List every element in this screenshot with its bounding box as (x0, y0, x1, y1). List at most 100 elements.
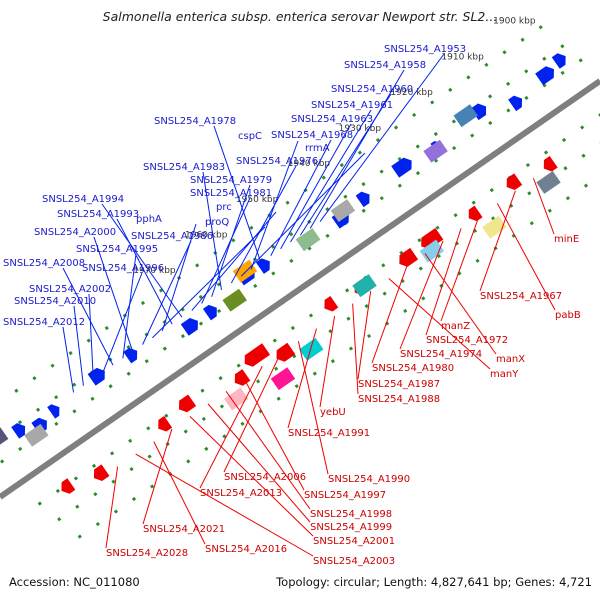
track-tick (415, 144, 420, 149)
gene (180, 317, 198, 336)
track-tick (542, 83, 547, 88)
track-tick (430, 100, 435, 105)
track-tick (321, 175, 326, 180)
track-tick (274, 366, 279, 371)
track-tick (433, 131, 438, 137)
track-tick (162, 346, 167, 351)
gene (535, 66, 554, 86)
track-tick (328, 329, 333, 334)
forward-gene-label: SNSL254_A1996 (82, 263, 164, 274)
forward-gene-label: SNSL254_A1961 (311, 100, 393, 111)
reverse-gene (506, 173, 523, 190)
track-tick (325, 233, 330, 238)
gene (11, 423, 26, 439)
track-tick (348, 346, 354, 351)
gene-block (482, 215, 507, 239)
track-tick (68, 351, 73, 356)
track-tick (563, 166, 568, 171)
gene-block (299, 337, 324, 361)
track-tick (339, 163, 344, 168)
label-leader-line (102, 272, 143, 373)
forward-gene-label: SNSL254_A1958 (344, 60, 426, 71)
reverse-gene-label: SNSL254_A1999 (310, 522, 392, 533)
reverse-gene-label: SNSL254_A1990 (328, 474, 410, 485)
track-tick (222, 434, 227, 439)
label-leader-line (371, 265, 408, 364)
gene (0, 427, 9, 451)
gene (87, 367, 105, 386)
track-tick (91, 463, 97, 468)
gene-block (423, 139, 448, 163)
track-tick (236, 363, 241, 368)
reverse-gene-label: minE (554, 234, 579, 245)
track-tick (583, 183, 589, 188)
track-tick (412, 112, 417, 118)
track-tick (140, 300, 146, 306)
gene-block (224, 387, 249, 411)
gene-block (232, 259, 258, 283)
gene-block (296, 228, 321, 251)
reverse-gene-label: SNSL254_A1988 (358, 394, 440, 405)
accession-text: Accession: NC_011080 (9, 575, 140, 589)
track-tick (578, 58, 583, 63)
gene (202, 304, 217, 321)
forward-gene (551, 53, 566, 69)
label-leader-line (105, 466, 119, 549)
reverse-gene-label: SNSL254_A1974 (400, 349, 482, 360)
gene-block (222, 288, 247, 312)
track-tick (253, 283, 258, 289)
gene (296, 228, 321, 251)
gene (399, 247, 419, 267)
scale-tick-label: 1970 kbp (133, 266, 176, 276)
track-tick (330, 359, 335, 364)
label-leader-line (440, 215, 480, 322)
reverse-gene (178, 394, 197, 413)
forward-gene-label: SNSL254_A1994 (42, 194, 124, 205)
reverse-gene-label: manZ (441, 321, 470, 332)
track-tick (126, 371, 131, 376)
track-tick (543, 150, 549, 155)
track-tick (475, 258, 480, 263)
track-tick (126, 344, 131, 350)
gene (270, 367, 296, 391)
track-tick (364, 304, 369, 309)
track-tick (346, 316, 351, 321)
gene (330, 199, 356, 223)
track-tick (472, 228, 478, 234)
track-tick (110, 451, 115, 456)
scale-tick-label: 1950 kbp (236, 195, 279, 205)
label-leader-line (189, 416, 314, 537)
reverse-gene (61, 478, 76, 494)
label-leader-line (309, 69, 405, 229)
track-tick (150, 484, 155, 489)
gene (232, 259, 258, 283)
track-tick (290, 325, 295, 331)
gene (61, 478, 76, 494)
track-tick (547, 208, 552, 213)
reverse-gene (158, 416, 173, 432)
label-leader-line (388, 278, 491, 370)
forward-gene (47, 404, 60, 419)
reverse-gene-label: SNSL254_A1967 (480, 291, 562, 302)
gene (391, 157, 412, 178)
track-tick (448, 87, 453, 92)
track-tick (506, 108, 511, 113)
track-tick (487, 94, 493, 99)
label-leader-line (199, 366, 263, 489)
label-leader-line (357, 290, 372, 380)
track-tick (0, 459, 5, 464)
label-leader-line (73, 305, 84, 386)
track-tick (453, 213, 458, 218)
track-tick (452, 145, 457, 151)
track-tick (219, 404, 225, 409)
forward-gene-label: SNSL254_A2002 (29, 284, 111, 295)
label-leader-line (424, 253, 497, 355)
track-tick (345, 288, 350, 293)
reverse-gene-label: manX (496, 354, 525, 365)
reverse-gene (276, 342, 296, 362)
track-tick (72, 382, 77, 387)
gene (423, 139, 448, 163)
forward-gene-label: SNSL254_A1978 (154, 116, 236, 127)
